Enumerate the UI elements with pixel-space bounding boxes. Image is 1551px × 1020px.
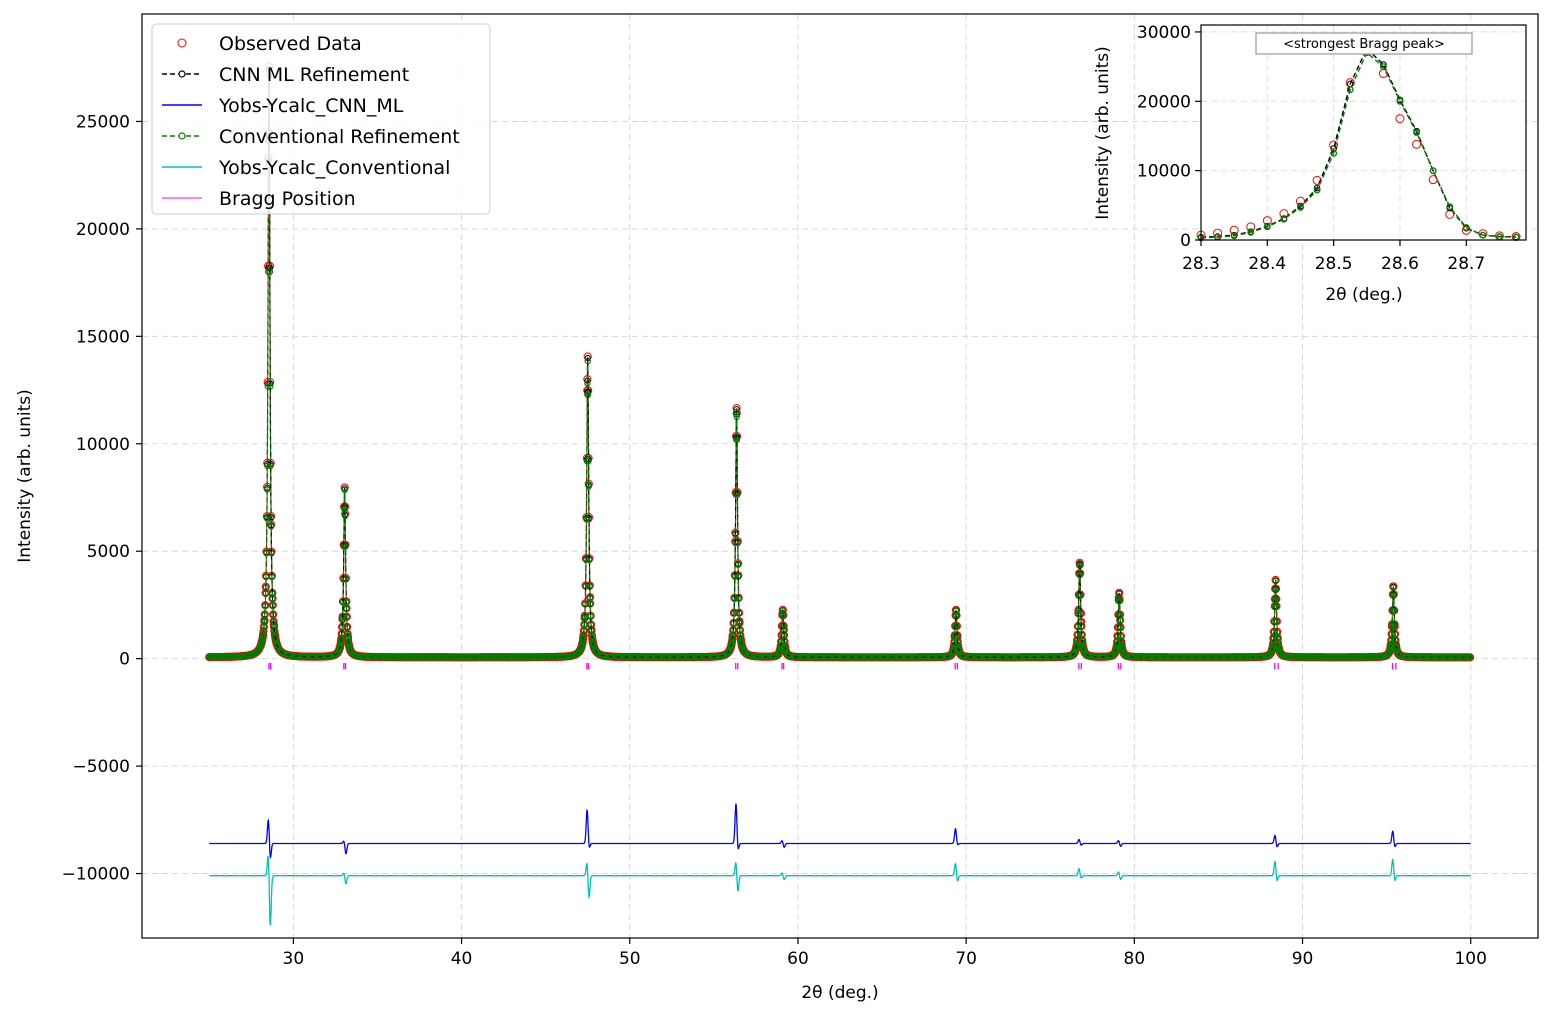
y-tick-label: 20000 [76,220,130,240]
legend-label: Conventional Refinement [219,126,460,148]
inset-x-tick-label: 28.4 [1248,254,1286,274]
series-yobs-ycalc-conventional [209,855,1471,926]
x-tick-label: 50 [619,949,641,969]
legend-marker [178,70,186,78]
inset-y-tick-label: 30000 [1137,23,1191,43]
x-tick-label: 90 [1292,949,1314,969]
inset-x-tick-label: 28.5 [1315,254,1353,274]
inset-x-axis-label: 2θ (deg.) [1325,285,1402,305]
inset-annotation: <strongest Bragg peak> [1283,37,1445,52]
y-tick-label: 0 [119,650,130,670]
inset-y-tick-label: 0 [1180,231,1191,251]
x-tick-label: 40 [451,949,473,969]
main-axes: 30 40 50 60 70 80 90 100 −10000 −5000 0 5000 10000 1… [15,13,1539,1003]
legend-label: Yobs-Ycalc_Conventional [218,157,450,179]
legend-label: Bragg Position [219,188,356,210]
inset-y-tick-label: 10000 [1137,162,1191,182]
legend-label: Observed Data [219,33,362,55]
y-tick-label: 5000 [87,542,130,562]
inset-x-tick-label: 28.6 [1381,254,1419,274]
inset-background [1201,25,1526,240]
inset-x-tick-label: 28.7 [1447,254,1485,274]
legend-label: Yobs-Ycalc_CNN_ML [218,95,404,117]
main-plot-area [205,62,1475,926]
y-tick-label: 10000 [76,435,130,455]
series-yobs-ycalc-cnn-ml [209,803,1471,859]
legend-label: CNN ML Refinement [219,64,409,86]
main-x-axis-label: 2θ (deg.) [801,983,878,1003]
legend-marker [178,132,186,140]
y-tick-label: 25000 [76,112,130,132]
y-tick-label: −5000 [72,757,130,777]
inset-x-tick-label: 28.3 [1182,254,1220,274]
y-tick-label: −10000 [62,865,130,885]
main-y-axis-label: Intensity (arb. units) [15,389,35,562]
inset-y-axis-label: Intensity (arb. units) [1093,46,1113,219]
x-tick-label: 80 [1124,949,1146,969]
x-tick-label: 60 [787,949,809,969]
x-tick-label: 70 [955,949,977,969]
x-tick-label: 30 [283,949,305,969]
y-tick-label: 15000 [76,327,130,347]
x-tick-label: 100 [1454,949,1486,969]
inset-y-tick-label: 20000 [1137,92,1191,112]
legend: Observed Data CNN ML Refinement Yobs-Ycalc… [151,23,491,215]
